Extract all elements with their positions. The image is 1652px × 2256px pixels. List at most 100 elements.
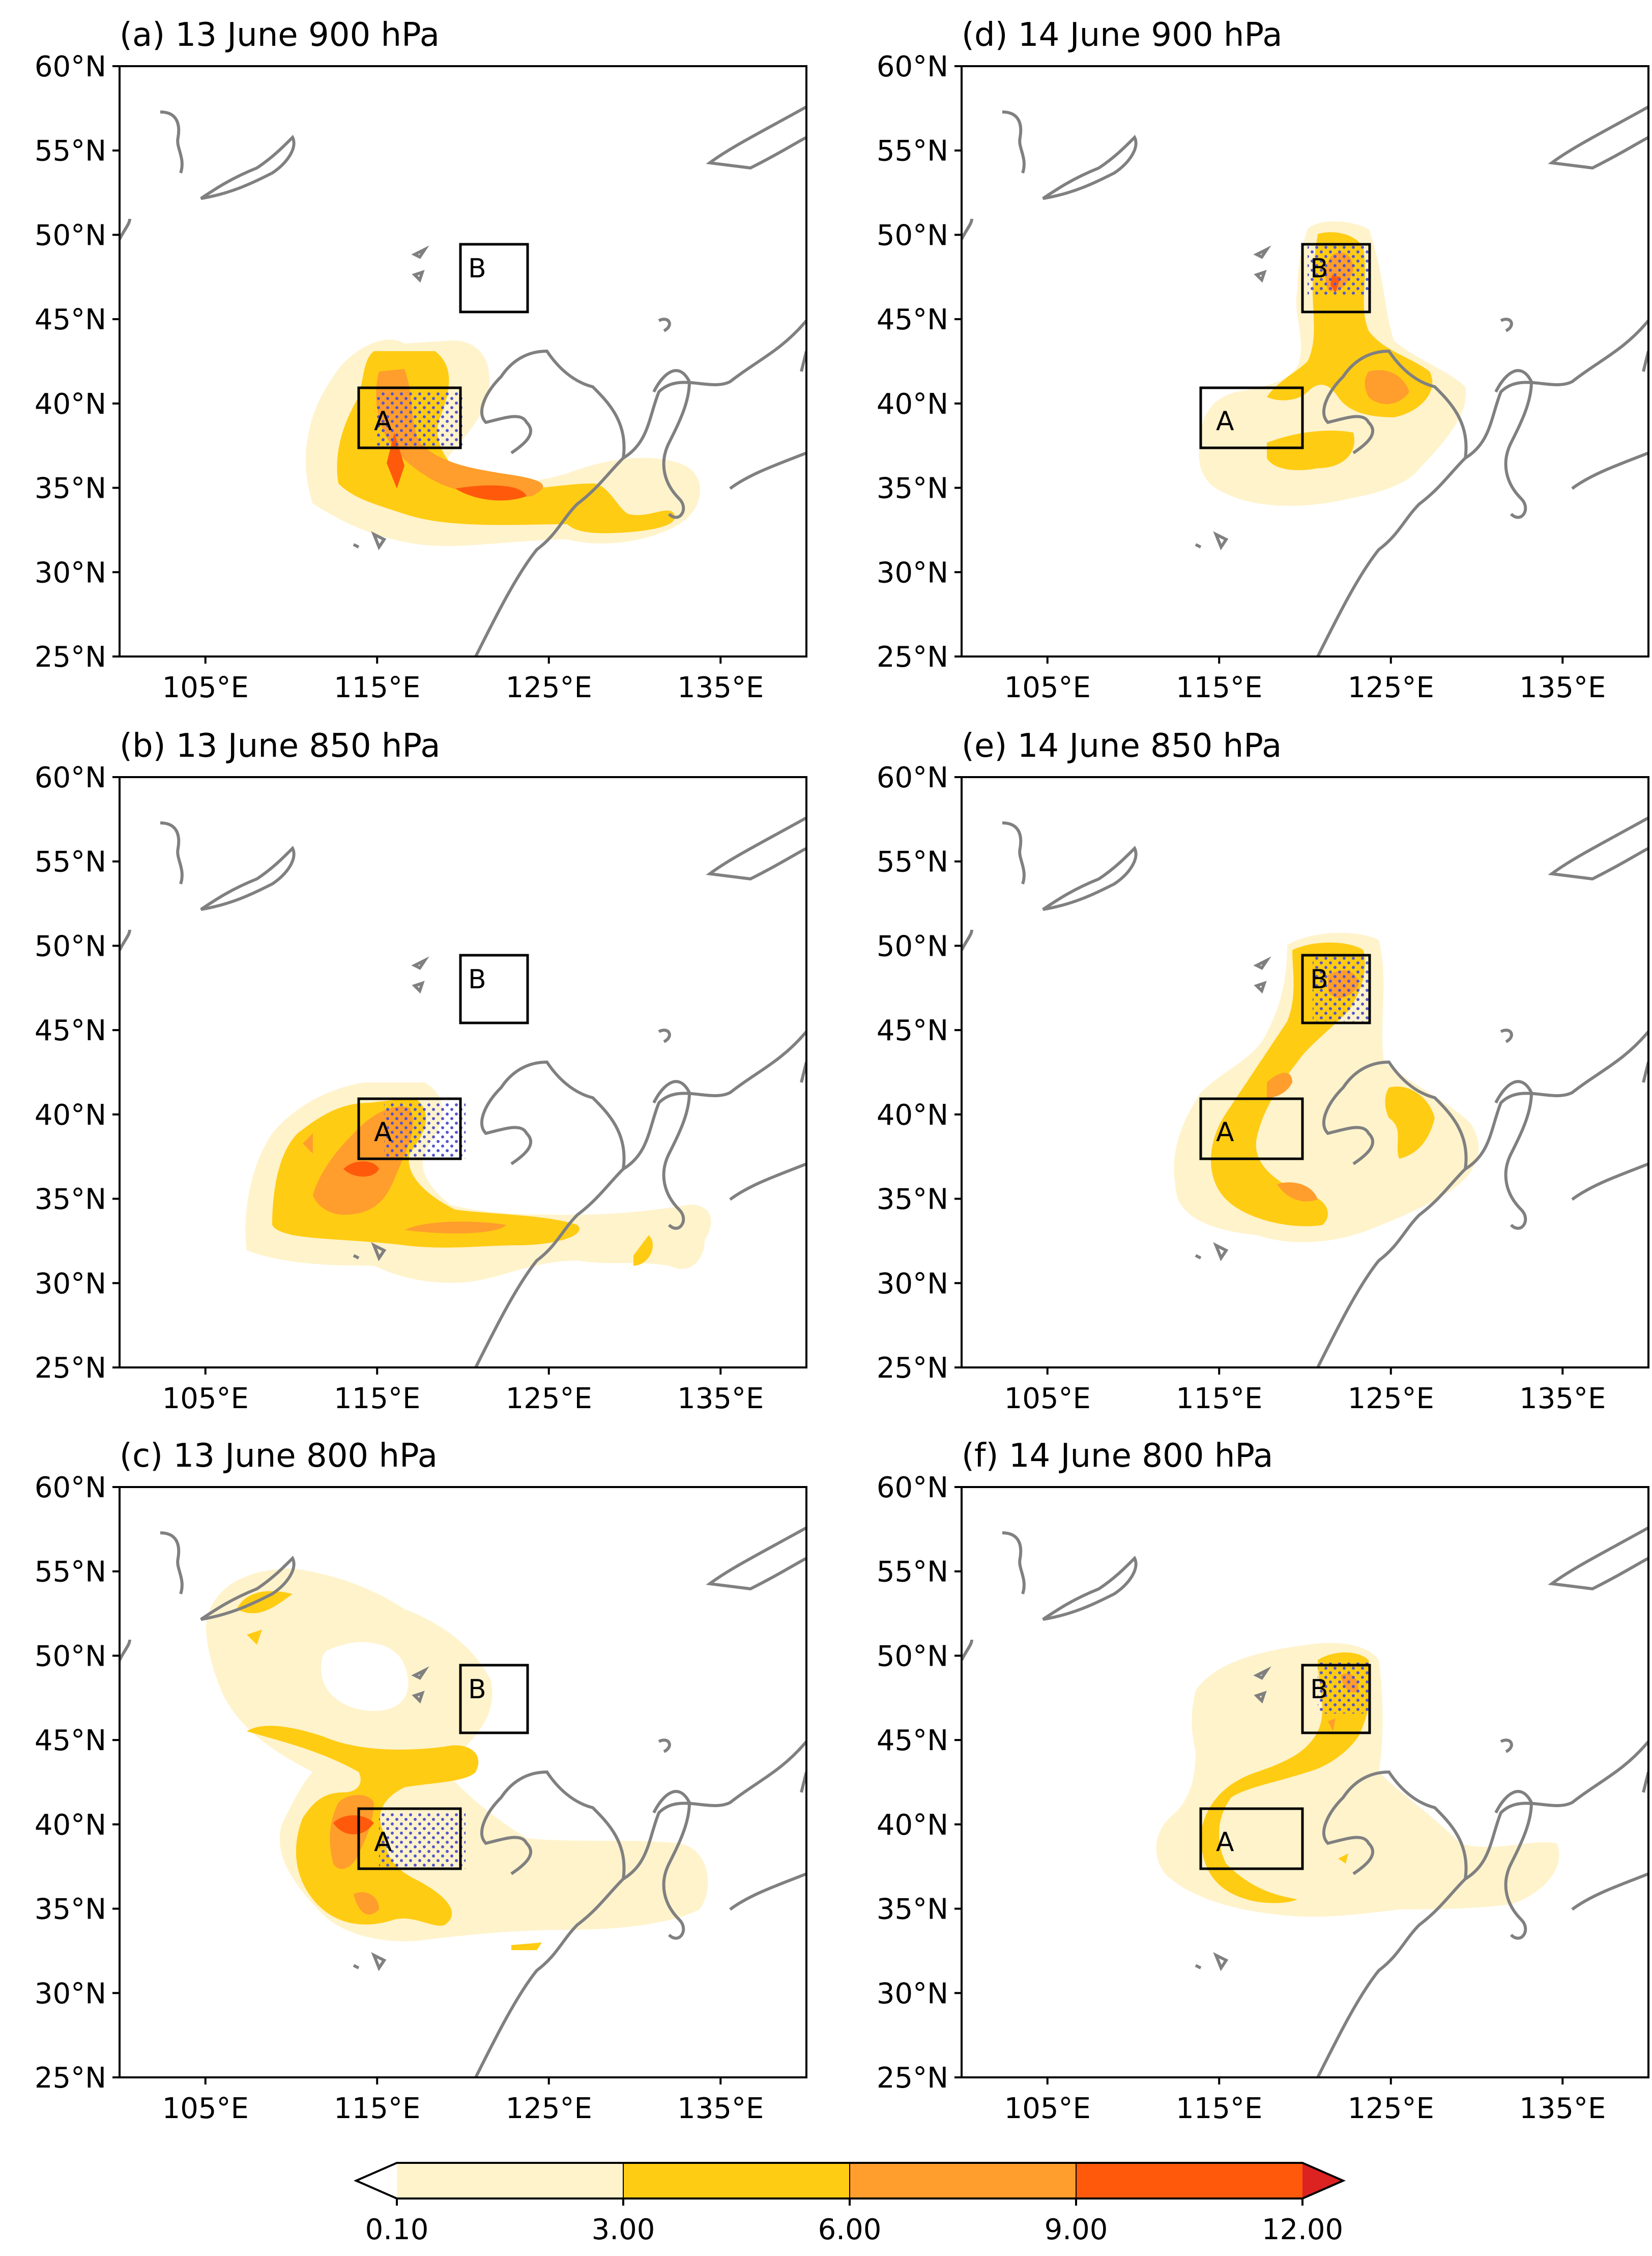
lat-tick-label: 35°N: [877, 472, 948, 505]
map-area: A B: [962, 1526, 1648, 2077]
lat-tick-label: 35°N: [877, 1183, 948, 1216]
region-label-a: A: [1216, 1117, 1234, 1148]
lon-tick-label: 105°E: [162, 1382, 249, 1415]
map-frame: [961, 1486, 1649, 2078]
lat-tick-label: 60°N: [35, 50, 106, 83]
lat-tick-label: 50°N: [35, 1640, 106, 1673]
rain-contours: [1199, 221, 1466, 506]
lon-tick-label: 125°E: [1348, 1382, 1434, 1415]
lat-tick-label: 55°N: [877, 846, 948, 879]
lon-axis: 105°E 115°E 125°E 135°E: [1004, 1367, 1606, 1415]
map-frame: [119, 776, 807, 1368]
map-frame: [119, 65, 807, 658]
lat-tick-label: 35°N: [35, 1183, 106, 1216]
region-label-b: B: [1310, 253, 1328, 284]
lon-tick-label: 105°E: [162, 2092, 249, 2125]
panel-e: (e) 14 June 850 hPa: [877, 727, 1649, 1415]
coastline: [962, 1526, 1648, 2077]
lat-tick-label: 40°N: [35, 388, 106, 421]
lat-tick-label: 40°N: [35, 1099, 106, 1132]
colorbar-label: 9.00: [1045, 2213, 1108, 2246]
lon-tick-label: 125°E: [1348, 671, 1434, 704]
lat-tick-label: 45°N: [35, 1724, 106, 1757]
lat-tick-label: 30°N: [35, 556, 106, 589]
region-boxes: [357, 243, 529, 449]
lat-tick-label: 25°N: [35, 1352, 106, 1385]
map-area: A B: [962, 105, 1648, 656]
lat-tick-label: 55°N: [877, 1556, 948, 1589]
lon-tick-label: 115°E: [334, 1382, 420, 1415]
significance-stipple: [1318, 1663, 1369, 1714]
lon-tick-label: 135°E: [1519, 2092, 1606, 2125]
lat-tick-label: 55°N: [35, 846, 106, 879]
region-boxes: [1199, 243, 1371, 449]
lat-tick-label: 30°N: [35, 1267, 106, 1300]
lat-tick-label: 30°N: [877, 556, 948, 589]
lat-tick-label: 25°N: [35, 2062, 106, 2095]
lat-tick-label: 60°N: [877, 1471, 948, 1504]
rain-contours: [245, 1082, 711, 1283]
lon-tick-label: 115°E: [334, 671, 420, 704]
lat-axis: 25°N 30°N 35°N 40°N 45°N 50°N 55°N 60°N: [35, 50, 120, 674]
colorbar-segment: [1076, 2163, 1302, 2198]
panel-d: (d) 14 June 900 hPa: [877, 16, 1649, 704]
lon-axis: 105°E 115°E 125°E 135°E: [162, 656, 764, 704]
lat-tick-label: 50°N: [877, 219, 948, 252]
lon-tick-label: 115°E: [1176, 671, 1262, 704]
lat-tick-label: 60°N: [35, 761, 106, 794]
lat-tick-label: 35°N: [877, 1893, 948, 1926]
map-area: A B: [962, 816, 1648, 1367]
lat-axis: 25°N 30°N 35°N 40°N 45°N 50°N 55°N 60°N: [35, 1471, 120, 2095]
map-frame: [119, 1486, 807, 2078]
lat-tick-label: 55°N: [877, 135, 948, 168]
lon-tick-label: 115°E: [1176, 1382, 1262, 1415]
lat-tick-label: 45°N: [877, 1014, 948, 1047]
lon-tick-label: 135°E: [677, 2092, 764, 2125]
colorbar-label: 0.10: [365, 2213, 429, 2246]
panel-f: (f) 14 June 800 hPa: [877, 1437, 1649, 2125]
colorbar: 0.10 3.00 6.00 9.00 12.00: [354, 2162, 1346, 2246]
lat-axis: 25°N 30°N 35°N 40°N 45°N 50°N 55°N 60°N: [877, 50, 962, 674]
colorbar-max-extension: [1302, 2163, 1343, 2198]
lat-tick-label: 25°N: [877, 641, 948, 674]
lat-tick-label: 25°N: [35, 641, 106, 674]
map-frame: [961, 65, 1649, 658]
lon-axis: 105°E 115°E 125°E 135°E: [162, 2077, 764, 2125]
coastline: [120, 105, 806, 656]
panel-title: (f) 14 June 800 hPa: [962, 1437, 1273, 1475]
lon-tick-label: 105°E: [1004, 1382, 1091, 1415]
map-area: A B: [120, 1526, 806, 2077]
lat-tick-label: 30°N: [877, 1977, 948, 2010]
region-boxes: [357, 1664, 529, 1870]
lon-tick-label: 135°E: [677, 1382, 764, 1415]
lon-axis: 105°E 115°E 125°E 135°E: [162, 1367, 764, 1415]
lat-tick-label: 45°N: [35, 1014, 106, 1047]
colorbar-label: 3.00: [592, 2213, 655, 2246]
coastline: [962, 816, 1648, 1367]
lat-tick-label: 30°N: [35, 1977, 106, 2010]
panel-title: (c) 13 June 800 hPa: [120, 1437, 438, 1475]
lon-tick-label: 105°E: [162, 671, 249, 704]
lat-tick-label: 25°N: [877, 2062, 948, 2095]
lat-tick-label: 50°N: [877, 930, 948, 963]
colorbar-label: 6.00: [818, 2213, 882, 2246]
lat-tick-label: 45°N: [877, 303, 948, 336]
lat-tick-label: 60°N: [877, 50, 948, 83]
region-label-b: B: [468, 253, 486, 284]
panel-title: (b) 13 June 850 hPa: [120, 727, 440, 765]
rain-contours: [305, 339, 701, 546]
significance-stipple: [1308, 244, 1369, 295]
lat-tick-label: 35°N: [35, 472, 106, 505]
colorbar-label: 12.00: [1262, 2213, 1343, 2246]
significance-stipple: [384, 1103, 466, 1159]
coastline: [120, 816, 806, 1367]
lat-tick-label: 40°N: [35, 1809, 106, 1842]
lat-axis: 25°N 30°N 35°N 40°N 45°N 50°N 55°N 60°N: [35, 761, 120, 1385]
rain-contours: [1174, 933, 1479, 1242]
panel-title: (e) 14 June 850 hPa: [962, 727, 1282, 765]
lon-tick-label: 135°E: [677, 671, 764, 704]
map-frame: [961, 776, 1649, 1368]
lon-tick-label: 125°E: [506, 1382, 592, 1415]
region-label-a: A: [374, 406, 392, 437]
